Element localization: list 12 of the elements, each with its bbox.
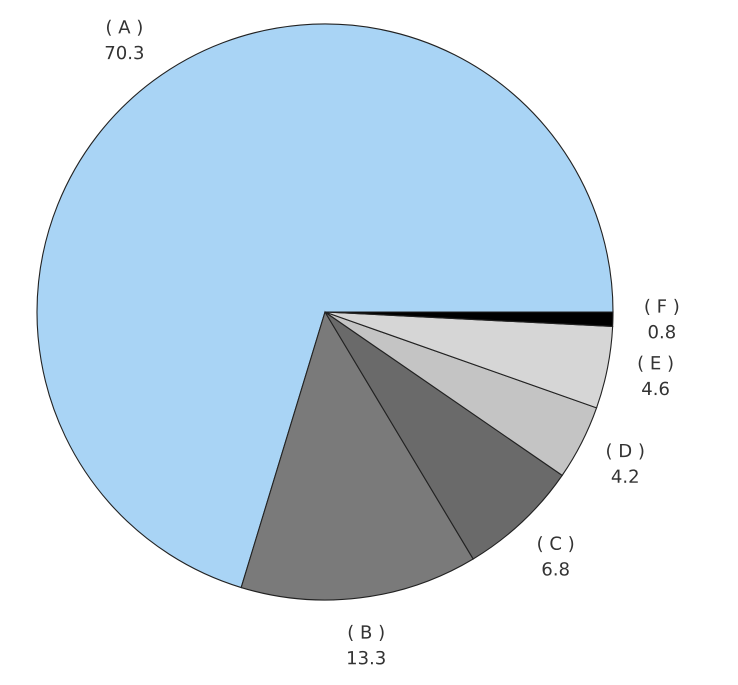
data-label: 6.8: [542, 562, 569, 576]
slice-label: ( D ): [607, 443, 644, 460]
slice-label: ( E ): [638, 356, 673, 372]
slice-label: ( F ): [645, 298, 678, 315]
slice-label: ( B ): [348, 624, 384, 641]
data-label: 4.6: [642, 382, 669, 396]
slice-label: ( C ): [538, 536, 574, 552]
data-label: 0.8: [648, 324, 675, 339]
data-label: 13.3: [348, 650, 385, 665]
data-label: 4.2: [612, 469, 638, 483]
slice-label: ( A ): [106, 20, 142, 36]
data-label: 70.3: [106, 46, 144, 60]
